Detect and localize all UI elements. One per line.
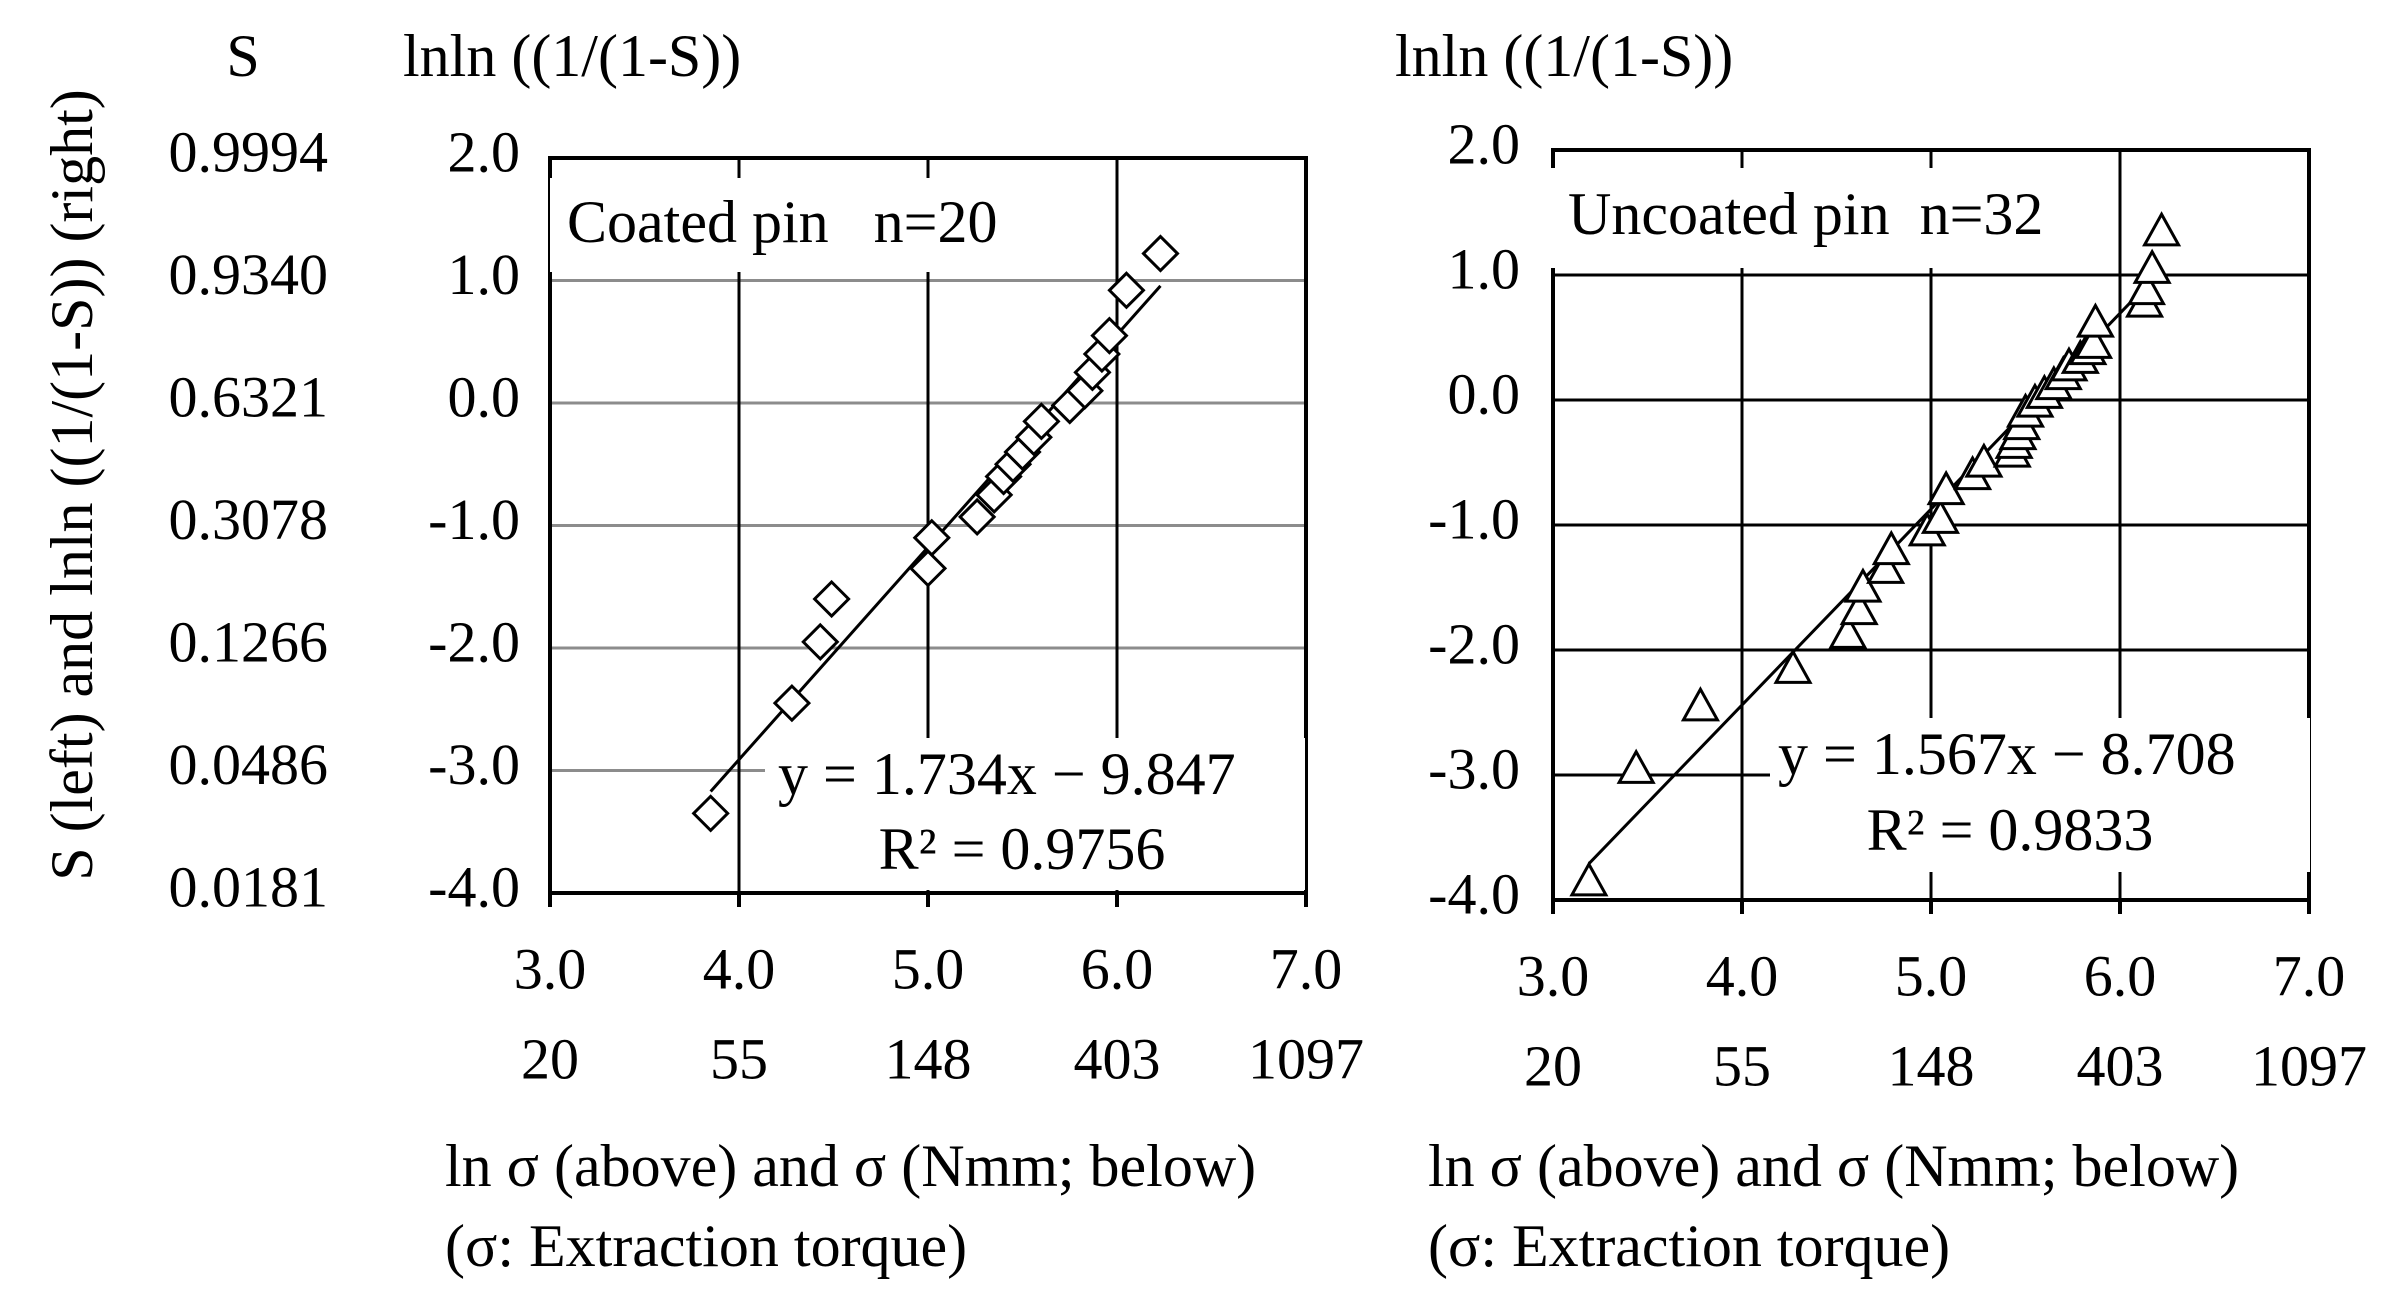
- right-panel-sigma-tick-label: 148: [1888, 1033, 1975, 1098]
- right-panel-sigma-tick-label: 1097: [2251, 1033, 2367, 1098]
- left-panel-r2: R² = 0.9756: [879, 816, 1166, 882]
- left-panel-data-point: [1141, 234, 1180, 273]
- right-panel-markers: [1569, 211, 2182, 897]
- right-panel-y-tick-label: 2.0: [1448, 111, 1521, 176]
- right-panel-equation-box: [1770, 718, 2310, 872]
- right-panel-data-point: [1828, 613, 1868, 649]
- left-panel-x-tick-label: 4.0: [703, 936, 776, 1001]
- left-panel-markers: [691, 234, 1180, 833]
- left-panel-x-axis-note: (σ: Extraction torque): [445, 1213, 967, 1279]
- left-panel-data-point: [801, 622, 840, 661]
- right-panel-data-point: [2132, 248, 2172, 284]
- right-panel-y-tick-label: -2.0: [1428, 611, 1520, 676]
- right-panel-y-tick-label: 0.0: [1448, 361, 1521, 426]
- left-panel-x-tick-label: 7.0: [1270, 936, 1343, 1001]
- left-panel-sigma-tick-label: 403: [1074, 1026, 1161, 1091]
- right-panel-title: Uncoated pin n=32: [1568, 181, 2043, 247]
- rotated-y-axis-title: S (left) and lnln ((1/(1-S)) (right): [39, 89, 105, 880]
- left-panel-data-point: [958, 497, 997, 537]
- right-panel-data-point: [2075, 302, 2115, 338]
- s-tick-label: 0.0181: [169, 854, 329, 919]
- left-panel-data-point: [691, 794, 730, 833]
- left-panel-ticks: 3.0 20 4.0 55 5.0 148 6.0 403 7.0 1097 2.0 0.9994 1.…: [169, 119, 1365, 1091]
- right-panel-data-point: [1839, 589, 1879, 626]
- right-panel-data-point: [2073, 323, 2114, 359]
- right-panel-sigma-tick-label: 20: [1524, 1033, 1582, 1098]
- right-panel-x-axis-label: ln σ (above) and σ (Nmm; below): [1428, 1133, 2239, 1199]
- s-tick-label: 0.9340: [169, 242, 329, 307]
- right-panel-data-point: [1680, 686, 1720, 722]
- right-panel-x-tick-label: 5.0: [1895, 943, 1968, 1008]
- left-panel-data-point: [1022, 402, 1061, 441]
- left-panel-axes: [548, 156, 1308, 907]
- left-panel-data-point: [812, 579, 851, 619]
- right-panel-data-point: [1866, 548, 1906, 584]
- s-tick-label: 0.6321: [169, 364, 329, 429]
- right-panel-x-tick-label: 6.0: [2084, 943, 2157, 1008]
- left-panel-data-point: [772, 684, 812, 723]
- right-panel-data-point: [1569, 861, 1609, 897]
- right-panel-x-axis-note: (σ: Extraction torque): [1428, 1213, 1950, 1279]
- right-panel-y-tick-label: -3.0: [1428, 736, 1520, 801]
- left-panel-sigma-tick-label: 148: [885, 1026, 972, 1091]
- left-panel-x-axis-label: ln σ (above) and σ (Nmm; below): [445, 1133, 1256, 1199]
- right-panel-data-point: [1773, 648, 1813, 684]
- left-panel-y-tick-label: 2.0: [448, 119, 521, 184]
- left-panel-x-tick-label: 5.0: [892, 936, 965, 1001]
- right-panel-data-point: [2126, 269, 2167, 306]
- left-panel-y-tick-label: -1.0: [428, 487, 520, 552]
- left-panel-equation-box: [765, 738, 1305, 890]
- right-panel-x-tick-label: 3.0: [1517, 943, 1590, 1008]
- right-panel-sigma-tick-label: 403: [2077, 1033, 2164, 1098]
- left-panel-y-tick-label: 0.0: [448, 364, 521, 429]
- left-panel-title-box: [550, 178, 1065, 272]
- right-panel-data-point: [1843, 567, 1883, 603]
- right-panel-x-tick-label: 7.0: [2273, 943, 2346, 1008]
- right-panel-y-tick-label: -4.0: [1428, 861, 1520, 926]
- right-panel-sigma-tick-label: 55: [1713, 1033, 1771, 1098]
- right-panel-data-point: [1920, 498, 1960, 534]
- left-panel-sigma-tick-label: 55: [710, 1026, 768, 1091]
- right-panel-data-point: [2142, 211, 2182, 247]
- left-panel-x-tick-label: 6.0: [1081, 936, 1154, 1001]
- s-tick-label: 0.1266: [169, 609, 329, 674]
- right-panel-y2-header: lnln ((1/(1-S)): [1395, 23, 1733, 89]
- s-tick-label: 0.9994: [169, 119, 329, 184]
- right-panel-title-box: [1550, 168, 2105, 268]
- left-panel-sigma-tick-label: 20: [521, 1026, 579, 1091]
- left-panel-fit-equation: y = 1.734x − 9.847: [778, 741, 1236, 807]
- right-panel-x-tick-label: 4.0: [1706, 943, 1779, 1008]
- right-panel-data-point: [1616, 748, 1656, 784]
- left-panel-y-tick-label: -2.0: [428, 609, 520, 674]
- left-panel-y-tick-label: -4.0: [428, 854, 520, 919]
- right-panel-y-tick-label: 1.0: [1448, 236, 1521, 301]
- left-panel-x-tick-label: 3.0: [514, 936, 587, 1001]
- coated-pin-panel: lnln ((1/(1-S)) 3.0 20 4.0 55 5.0 148 6.0 403 7.…: [169, 23, 1365, 1279]
- left-panel-y-tick-label: 1.0: [448, 242, 521, 307]
- left-panel-data-point: [1107, 271, 1146, 310]
- left-panel-sigma-tick-label: 1097: [1248, 1026, 1364, 1091]
- s-tick-label: 0.0486: [169, 732, 329, 797]
- right-panel-data-point: [1964, 442, 2004, 478]
- right-panel-data-point: [1871, 529, 1911, 566]
- uncoated-pin-panel: lnln ((1/(1-S)) 3.0 20 4.0 55 5.0 148 6.0 403 7.…: [1395, 23, 2367, 1279]
- left-panel-y-tick-label: -3.0: [428, 732, 520, 797]
- left-panel-data-point: [908, 549, 948, 588]
- right-panel-r2: R² = 0.9833: [1867, 797, 2154, 863]
- right-panel-axes: [1551, 148, 2311, 914]
- left-panel-data-point: [1090, 316, 1129, 355]
- s-axis-header: S: [226, 23, 259, 89]
- right-panel-ticks: 3.0 20 4.0 55 5.0 148 6.0 403 7.0 1097 2.0 1.0 0.0 -1…: [1428, 111, 2367, 1098]
- left-panel-title: Coated pin n=20: [567, 189, 997, 255]
- left-panel-data-point: [912, 518, 951, 557]
- s-tick-label: 0.3078: [169, 487, 329, 552]
- left-panel-y2-header: lnln ((1/(1-S)): [403, 23, 741, 89]
- right-panel-y-tick-label: -1.0: [1428, 486, 1520, 551]
- right-panel-fit-equation: y = 1.567x − 8.708: [1778, 721, 2236, 787]
